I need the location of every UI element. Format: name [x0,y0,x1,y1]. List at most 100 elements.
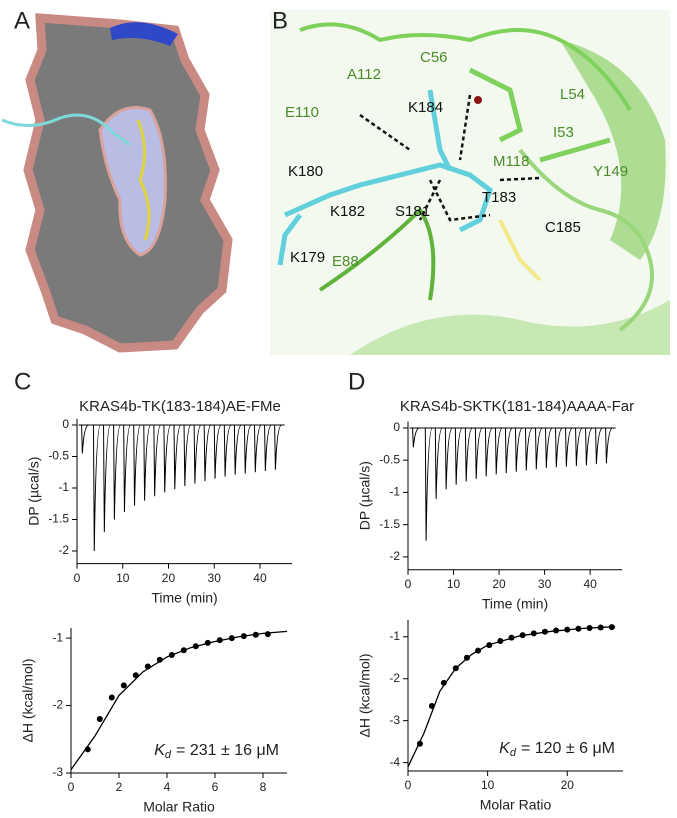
y-tick-label: 0 [393,420,400,434]
injection-peak [92,424,101,552]
x-tick-label: 0 [74,571,81,585]
y-tick-label: -0.5 [379,452,400,466]
x-tick-label: 2 [116,780,123,794]
y-tick-label: -2 [52,698,63,712]
injection-peak [464,427,473,482]
panel-label: B [272,7,288,34]
data-point [120,682,127,689]
residue-label: K184 [408,99,443,116]
surface-image [1,13,233,353]
injection-peak [504,427,513,474]
x-tick-label: 20 [561,778,575,792]
annotation-subscript: d [510,747,517,759]
residue-label: K182 [330,203,365,220]
x-axis-label: Molar Ratio [480,797,552,813]
injection-peak [173,424,182,490]
annotation-symbol: K [154,742,166,759]
injection-peak [484,427,493,477]
data-point [530,630,537,637]
data-point [575,625,582,632]
injection-peak [233,424,242,475]
injection-peak [163,424,172,493]
chart-title: KRAS4b-TK(183-184)AE-FMe [79,398,281,415]
data-point [180,647,187,654]
data-point [108,694,115,701]
injection-peak [193,424,202,484]
injection-peak [223,424,232,477]
injection-peak [474,427,483,479]
annotation-text: = 231 ± 16 μM [176,742,279,759]
injection-peak [595,427,603,465]
x-tick-label: 40 [583,577,597,591]
data-point [608,624,615,631]
data-point [497,637,504,644]
x-tick-label: 30 [208,571,222,585]
residue-label: S181 [395,203,430,220]
injection-peak [264,424,272,472]
residue-label: A112 [347,66,381,83]
x-tick-label: 6 [212,780,219,794]
residue-label: M118 [493,153,529,170]
injection-peak [434,427,443,499]
structure-image [270,10,670,355]
data-point [597,624,604,631]
data-point [475,647,482,654]
data-point [156,656,163,663]
x-tick-label: 30 [538,577,552,591]
injection-peak [103,424,112,533]
data-point [216,637,223,644]
data-point [132,672,139,679]
y-tick-label: -0.5 [48,449,69,463]
y-tick-label: 0 [62,417,69,431]
y-tick-label: -1 [389,629,400,643]
panel-label: A [14,7,30,34]
data-point [96,716,103,723]
injection-peak [81,424,89,454]
x-tick-label: 10 [481,778,495,792]
x-tick-label: 0 [405,778,412,792]
y-axis-label: DP (µcal/s) [357,461,373,530]
data-point [440,679,447,686]
y-tick-label: -4 [389,755,400,769]
annotation: Kd = 231 ± 16 μM [154,742,279,761]
x-tick-label: 40 [253,571,267,585]
data-point [486,642,493,649]
x-tick-label: 8 [260,780,267,794]
panel-label: D [348,368,365,395]
injection-peak [123,424,132,512]
y-tick-label: -1.5 [48,512,69,526]
y-tick-label: -2 [58,543,69,557]
y-tick-label: -3 [389,713,400,727]
y-tick-label: -1 [58,480,69,494]
y-tick-label: -1 [52,630,63,644]
annotation-subscript: d [165,749,172,761]
injection-peak [113,424,122,520]
data-point [168,651,175,658]
y-axis-label: ΔH (kcal/mol) [20,658,36,742]
injection-peak [524,427,533,471]
data-point [84,746,91,753]
residue-label: E88 [332,253,359,270]
chart-title: KRAS4b-SKTK(181-184)AAAA-Far [400,398,634,415]
injection-peak [575,427,583,467]
x-tick-label: 0 [68,780,75,794]
residue-label: T183 [482,189,516,206]
injection-peak [424,427,433,541]
injection-peak [454,427,463,485]
injection-peak [565,427,573,467]
panel-label: C [14,368,31,395]
data-point [416,740,423,747]
residue-label: E110 [285,104,319,121]
data-point [586,624,593,631]
y-axis-label: DP (µcal/s) [26,457,42,526]
injection-peak [555,427,563,468]
residue-label: L54 [560,86,585,103]
injection-peak [143,424,152,501]
y-tick-label: -2 [389,671,400,685]
fit-curve [70,630,288,771]
x-axis-label: Time (min) [482,596,548,612]
data-point [428,702,435,709]
x-tick-label: 20 [162,571,176,585]
x-axis-label: Time (min) [151,589,217,605]
